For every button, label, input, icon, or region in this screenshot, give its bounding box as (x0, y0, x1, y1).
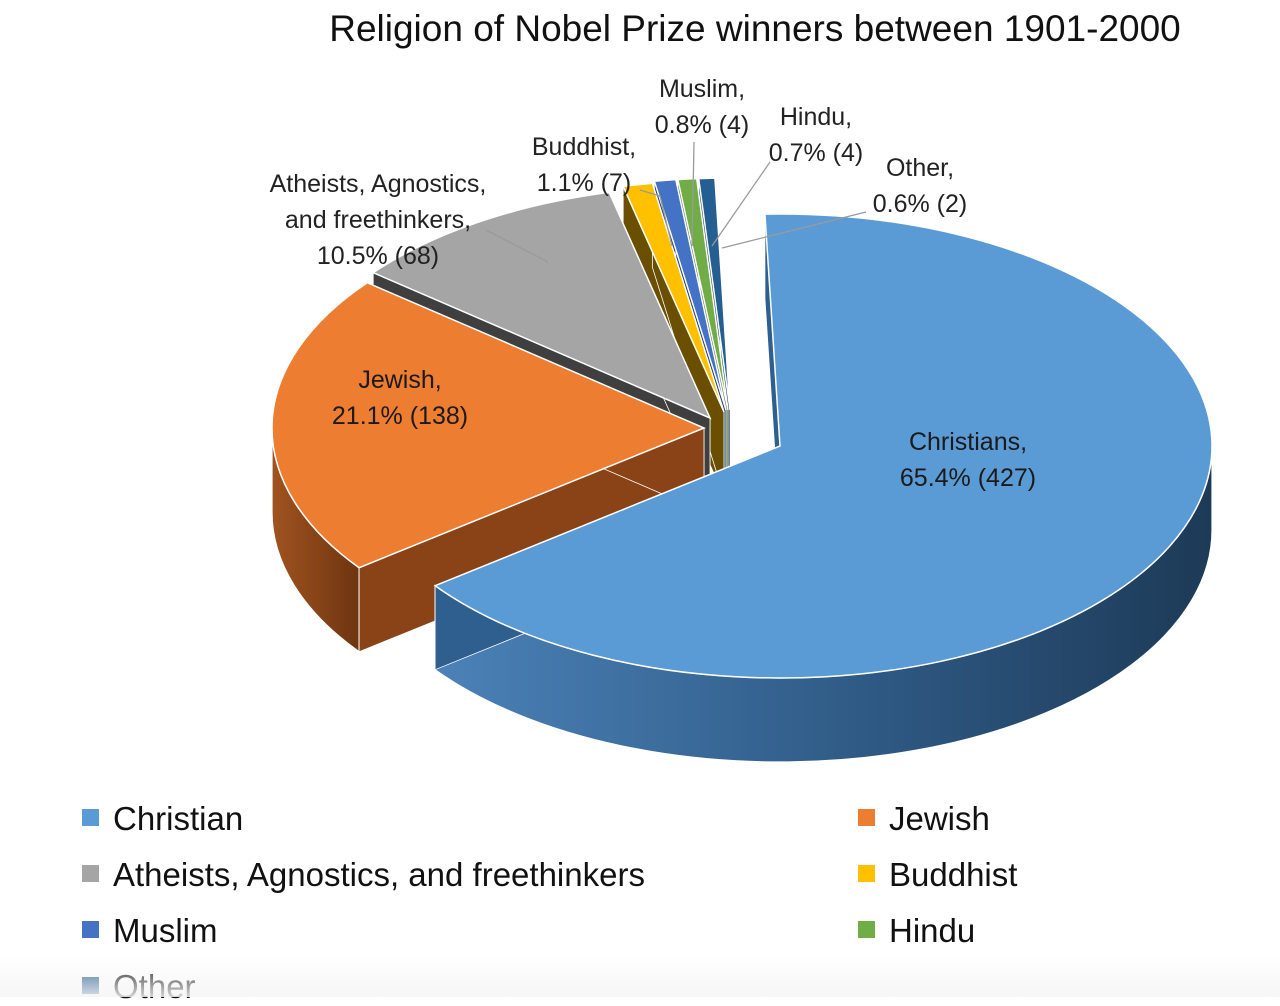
data-label-hindu: Hindu, 0.7% (4) (769, 103, 863, 167)
legend-item-jewish: Jewish (858, 800, 990, 838)
legend-label: Jewish (889, 800, 990, 837)
legend-swatch (858, 865, 875, 882)
chart-title: Religion of Nobel Prize winners between … (329, 8, 1181, 49)
data-label-other: Other, 0.6% (2) (873, 154, 967, 218)
legend-label: Christian (113, 800, 244, 837)
legend-label: Hindu (889, 912, 976, 949)
legend-label: Atheists, Agnostics, and freethinkers (113, 856, 645, 893)
data-label-line: Jewish, (358, 366, 441, 394)
data-label-line: Hindu, (780, 103, 852, 131)
legend-swatch (82, 921, 99, 938)
data-label-line: 1.1% (7) (537, 169, 631, 197)
data-label-line: 65.4% (427) (900, 464, 1036, 492)
legend-swatch (858, 921, 875, 938)
data-label-line: Christians, (909, 428, 1027, 456)
legend-item-christian: Christian (82, 800, 243, 838)
data-label-atheist: Atheists, Agnostics, and freethinkers, 10.… (270, 170, 487, 270)
leader-line-other (721, 211, 867, 249)
data-label-line: 21.1% (138) (332, 402, 468, 430)
data-label-muslim: Muslim, 0.8% (4) (655, 75, 749, 139)
pie-slice-top-other (697, 177, 731, 411)
legend-item-atheist: Atheists, Agnostics, and freethinkers (82, 856, 645, 894)
leader-line-buddhist (639, 189, 673, 247)
pie-slice-top-christian (433, 213, 1213, 679)
data-label-line: 10.5% (68) (317, 242, 439, 270)
data-label-line: Other, (886, 154, 954, 182)
legend-swatch (82, 865, 99, 882)
label-leader-lines (485, 141, 867, 263)
data-label-jewish: Jewish, 21.1% (138) (332, 366, 468, 430)
leader-line-hindu (711, 161, 771, 247)
legend-item-hindu: Hindu (858, 912, 975, 950)
legend-item-muslim: Muslim (82, 912, 218, 950)
pie-slice-top-atheist (371, 191, 712, 420)
bottom-fade (0, 955, 1280, 997)
data-label-line: 0.7% (4) (769, 139, 863, 167)
data-labels: Christians, 65.4% (427) Jewish, 21.1% (138)… (270, 75, 1036, 492)
data-label-line: Buddhist, (532, 133, 636, 161)
legend-label: Buddhist (889, 856, 1018, 893)
pie-chart: Christians, 65.4% (427) Jewish, 21.1% (138)… (270, 75, 1213, 763)
leader-line-atheist (485, 229, 549, 263)
leader-line-muslim (691, 141, 695, 247)
data-label-line: 0.8% (4) (655, 111, 749, 139)
pie-slices (271, 177, 1213, 763)
pie-slice-top-buddhist (622, 182, 725, 413)
legend-label: Muslim (113, 912, 218, 949)
data-label-line: and freethinkers, (285, 206, 471, 234)
data-label-christian: Christians, 65.4% (427) (900, 428, 1036, 492)
legend-item-buddhist: Buddhist (858, 856, 1017, 894)
pie-slice-top-hindu (676, 177, 729, 411)
pie-slice-christian (433, 213, 1213, 763)
legend-swatch (858, 809, 875, 826)
data-label-buddhist: Buddhist, 1.1% (7) (532, 133, 636, 197)
pie-slice-top-muslim (653, 178, 727, 411)
data-label-line: Muslim, (659, 75, 745, 103)
data-label-line: 0.6% (2) (873, 190, 967, 218)
legend-swatch (82, 809, 99, 826)
pie-slice-top-jewish (271, 281, 706, 569)
data-label-line: Atheists, Agnostics, (270, 170, 487, 198)
